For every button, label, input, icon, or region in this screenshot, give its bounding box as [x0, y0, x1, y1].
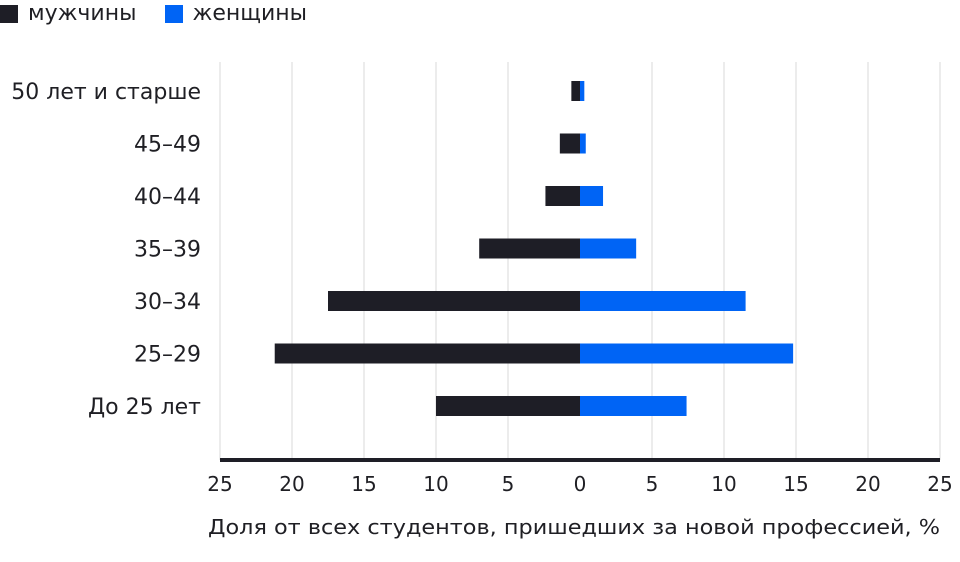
bar-women-3: [580, 238, 637, 259]
category-label: 45–49: [134, 133, 201, 158]
category-label: 50 лет и старше: [11, 80, 201, 105]
legend-label-women: женщины: [192, 1, 308, 26]
legend: мужчины женщины: [0, 0, 307, 28]
bar-men-4: [328, 291, 580, 311]
x-tick-label: 20: [279, 472, 304, 496]
bar-men-5: [274, 343, 580, 364]
bar-women-4: [580, 291, 746, 311]
x-tick-label: 25: [207, 472, 232, 496]
x-tick-label: 5: [646, 472, 659, 496]
bar-women-1: [580, 133, 586, 154]
x-tick-label: 0: [574, 472, 587, 496]
category-label: До 25 лет: [88, 395, 201, 420]
x-tick-label: 10: [423, 472, 448, 496]
x-tick-label: 15: [351, 472, 376, 496]
bar-women-0: [580, 81, 585, 101]
x-tick-label: 25: [927, 472, 952, 496]
legend-swatch-women: [164, 5, 183, 23]
legend-label-men: мужчины: [28, 1, 137, 26]
legend-swatch-men: [0, 5, 18, 23]
x-tick-label: 15: [783, 472, 808, 496]
legend-item-men: мужчины: [0, 0, 137, 28]
bar-men-1: [559, 133, 580, 154]
category-label: 30–34: [134, 290, 201, 315]
bar-men-3: [479, 238, 580, 259]
bar-men-6: [436, 396, 580, 416]
x-tick-label: 20: [855, 472, 880, 496]
category-label: 25–29: [134, 343, 201, 368]
bar-men-0: [571, 81, 580, 101]
bar-women-2: [580, 186, 604, 206]
legend-item-women: женщины: [164, 0, 308, 28]
x-tick-label: 5: [502, 472, 515, 496]
x-tick-label: 10: [711, 472, 736, 496]
bar-women-6: [580, 396, 687, 416]
bar-men-2: [545, 186, 580, 206]
bar-women-5: [580, 343, 794, 364]
category-label: 40–44: [134, 185, 201, 210]
x-axis-title: Доля от всех студентов, пришедших за нов…: [208, 515, 940, 539]
category-label: 35–39: [134, 238, 201, 263]
